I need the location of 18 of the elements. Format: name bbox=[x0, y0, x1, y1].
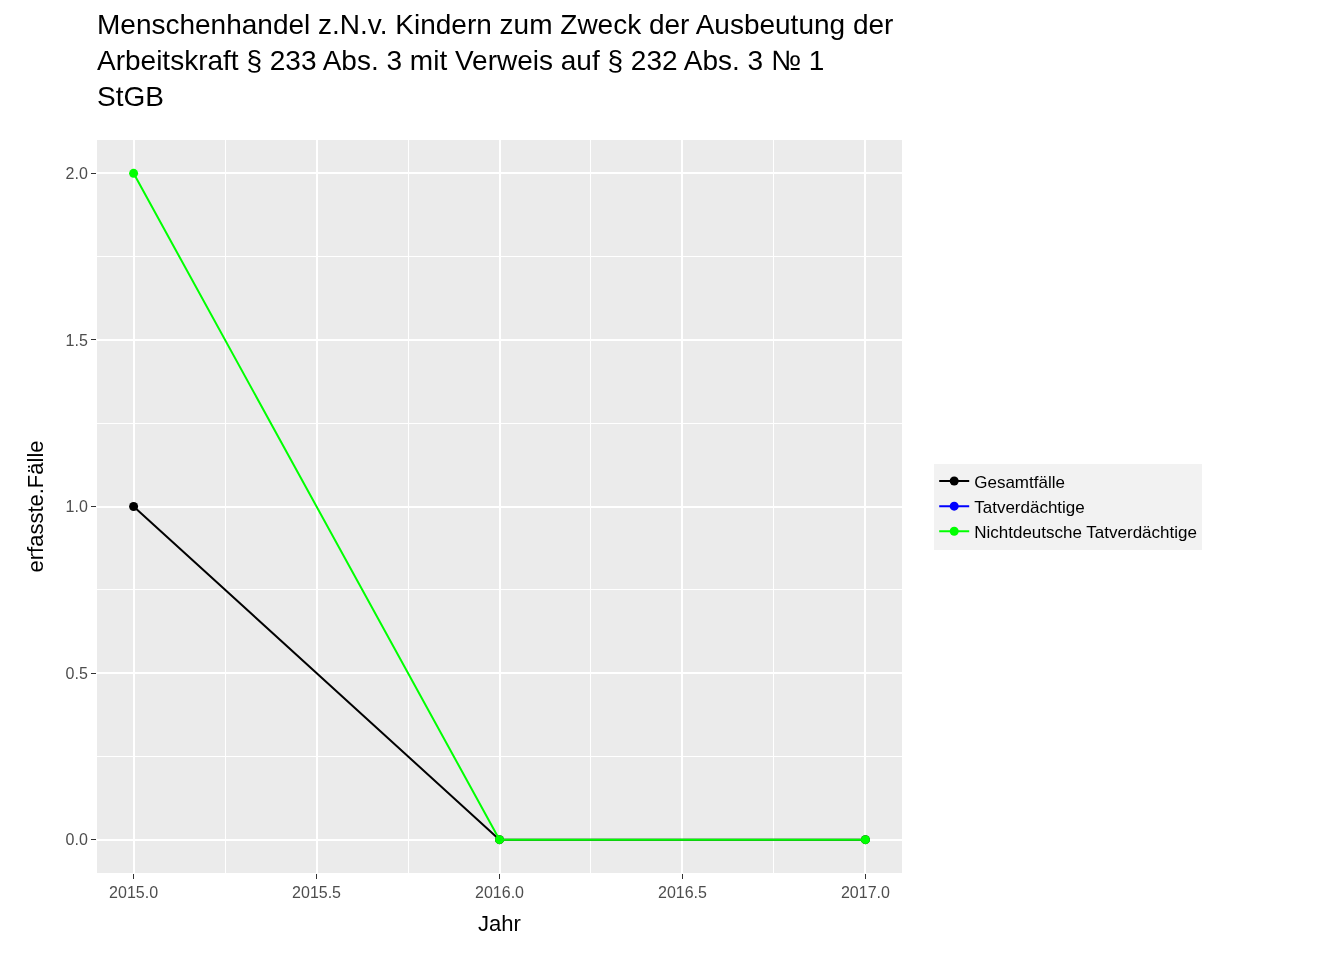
y-tick-label: 0.0 bbox=[65, 831, 88, 849]
y-tick-label: 1.5 bbox=[65, 331, 88, 349]
y-tick-label: 1.0 bbox=[65, 498, 88, 516]
x-tick-label: 2016.0 bbox=[475, 884, 525, 902]
legend-label: Tatverdächtige bbox=[974, 497, 1085, 517]
x-tick-label: 2016.5 bbox=[657, 884, 708, 902]
legend-label: Gesamtfälle bbox=[974, 472, 1065, 492]
x-tick-label: 2015.5 bbox=[292, 884, 342, 902]
point bbox=[129, 502, 139, 511]
point bbox=[129, 168, 139, 178]
legend-label: Nichtdeutsche Tatverdächtige bbox=[974, 522, 1197, 542]
x-tick-label: 2017.0 bbox=[840, 884, 890, 902]
x-tick-label: 2015.0 bbox=[109, 884, 159, 902]
y-tick-label: 2.0 bbox=[65, 164, 88, 182]
y-axis-title: erfasste.Fälle bbox=[23, 440, 49, 573]
chart-title: Menschenhandel z.N.v. Kindern zum Zweck der Ausbeutung der Arbeitskraft § 233 Abs. 3 mit Verweis auf § 232 Abs. 3 № 1 StGB bbox=[97, 8, 894, 113]
y-tick-label: 0.5 bbox=[65, 664, 88, 682]
x-axis-title: Jahr bbox=[478, 911, 521, 937]
